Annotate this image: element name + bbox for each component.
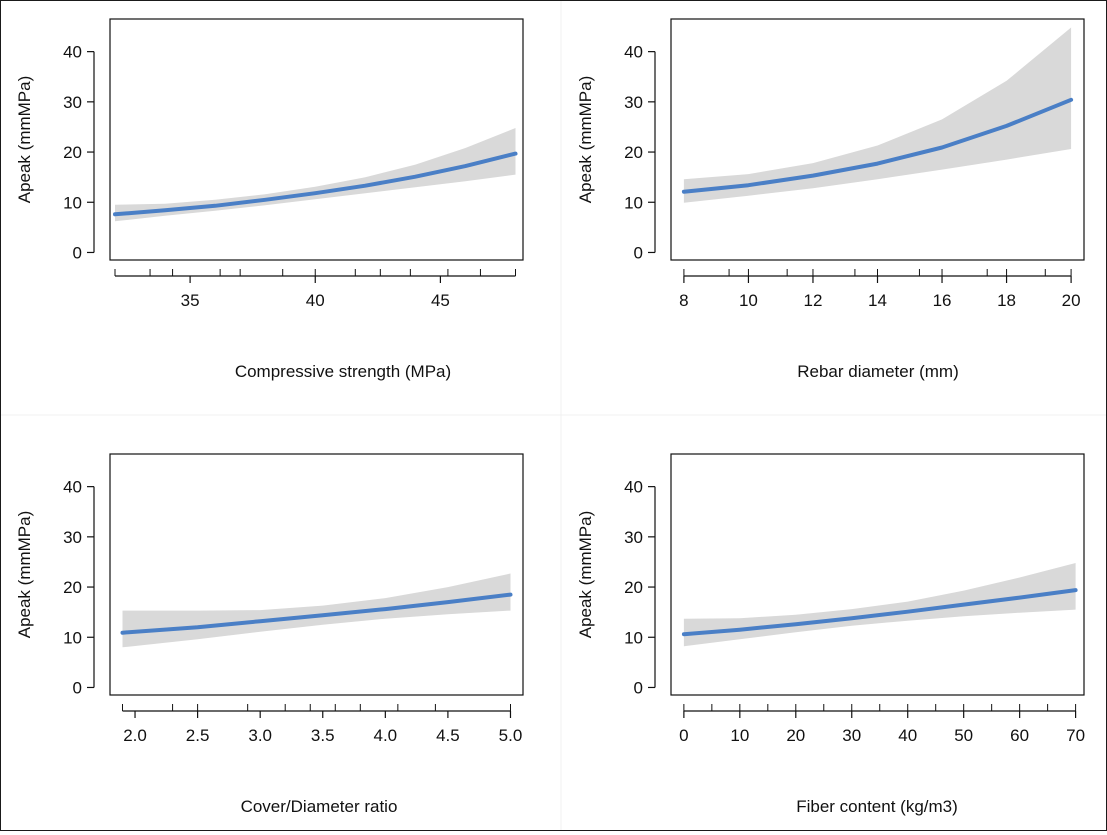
chart-panel-4: 0 10 20 30 40 0 10 20 30 40 50 60 70 Fiber content (k… xyxy=(576,453,1085,816)
y-axis-label: Apeak (mmMPa) xyxy=(576,511,595,639)
plot-frame xyxy=(670,18,1085,261)
y-tick-label: 0 xyxy=(634,243,643,262)
y-tick-label: 20 xyxy=(63,143,82,162)
y-tick-label: 0 xyxy=(73,678,82,697)
fitted-line xyxy=(113,151,518,217)
x-tick-label: 60 xyxy=(1010,726,1029,745)
confidence-band xyxy=(115,128,516,222)
x-tick-label: 2.0 xyxy=(123,726,147,745)
x-tick-label: 2.5 xyxy=(186,726,210,745)
y-tick-label: 40 xyxy=(63,478,82,497)
x-tick-label: 5.0 xyxy=(499,726,523,745)
chart-panel-2: 0 10 20 30 40 8 10 12 14 16 18 20 Rebar diameter (mm… xyxy=(576,18,1085,381)
confidence-band xyxy=(683,27,1072,203)
confidence-band xyxy=(122,573,511,648)
x-tick-label: 3.5 xyxy=(311,726,335,745)
x-tick-label: 20 xyxy=(786,726,805,745)
y-tick-label: 10 xyxy=(624,193,643,212)
plot-frame xyxy=(109,18,524,261)
plot-frame xyxy=(109,453,524,696)
y-tick-label: 10 xyxy=(624,628,643,647)
y-tick-label: 30 xyxy=(624,528,643,547)
plot-frame xyxy=(670,453,1085,696)
y-tick-label: 20 xyxy=(624,578,643,597)
y-tick-label: 40 xyxy=(624,43,643,62)
x-tick-label: 14 xyxy=(868,291,887,310)
y-tick-label: 20 xyxy=(624,143,643,162)
x-tick-label: 16 xyxy=(933,291,952,310)
fitted-line xyxy=(681,97,1074,194)
fitted-line xyxy=(681,588,1078,637)
x-tick-label: 10 xyxy=(730,726,749,745)
x-tick-label: 45 xyxy=(431,291,450,310)
y-tick-label: 10 xyxy=(63,628,82,647)
y-axis-label: Apeak (mmMPa) xyxy=(15,76,34,204)
x-tick-label: 35 xyxy=(181,291,200,310)
x-axis-label: Cover/Diameter ratio xyxy=(241,797,398,816)
y-axis-label: Apeak (mmMPa) xyxy=(15,511,34,639)
y-tick-label: 20 xyxy=(63,578,82,597)
y-tick-label: 30 xyxy=(63,93,82,112)
y-tick-label: 30 xyxy=(624,93,643,112)
x-tick-label: 12 xyxy=(804,291,823,310)
y-tick-label: 0 xyxy=(634,678,643,697)
y-tick-label: 40 xyxy=(624,478,643,497)
x-tick-label: 3.0 xyxy=(248,726,272,745)
x-tick-label: 70 xyxy=(1066,726,1085,745)
x-tick-label: 18 xyxy=(997,291,1016,310)
y-tick-label: 0 xyxy=(73,243,82,262)
y-tick-label: 30 xyxy=(63,528,82,547)
y-tick-label: 10 xyxy=(63,193,82,212)
x-axis-label: Compressive strength (MPa) xyxy=(235,362,451,381)
chart-panel-3: 0 10 20 30 40 2.0 2.5 3.0 3.5 4.0 4.5 5.0 Cover/Diam… xyxy=(15,453,524,816)
x-tick-label: 4.0 xyxy=(374,726,398,745)
x-axis-label: Fiber content (kg/m3) xyxy=(796,797,958,816)
x-tick-label: 0 xyxy=(679,726,688,745)
x-tick-label: 40 xyxy=(898,726,917,745)
y-tick-label: 40 xyxy=(63,43,82,62)
confidence-band xyxy=(683,563,1076,647)
y-axis-label: Apeak (mmMPa) xyxy=(576,76,595,204)
x-tick-label: 8 xyxy=(679,291,688,310)
fitted-line xyxy=(120,592,513,635)
x-tick-label: 20 xyxy=(1062,291,1081,310)
x-tick-label: 30 xyxy=(842,726,861,745)
chart-panel-1: 0 10 20 30 40 35 40 45 Compressive strength (MPa… xyxy=(15,18,524,381)
x-tick-label: 10 xyxy=(739,291,758,310)
x-tick-label: 50 xyxy=(954,726,973,745)
x-axis-label: Rebar diameter (mm) xyxy=(797,362,959,381)
x-tick-label: 40 xyxy=(306,291,325,310)
x-tick-label: 4.5 xyxy=(436,726,460,745)
